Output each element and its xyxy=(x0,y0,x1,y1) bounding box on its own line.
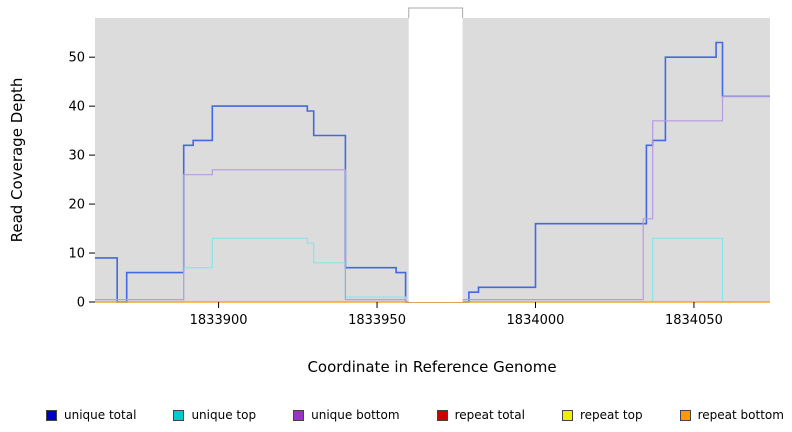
no-data-gap-band xyxy=(408,18,463,302)
plot-axis-layer: 0 10 20 30 40 50 1833900 1833950 1834000 1834050 xyxy=(68,51,722,328)
series-line-unique-total xyxy=(95,41,770,303)
legend-label: unique total xyxy=(64,408,137,422)
y-tick-label: 30 xyxy=(68,149,85,164)
legend-label: repeat total xyxy=(454,408,525,422)
y-tick-label: 50 xyxy=(68,51,85,66)
y-axis-title: Read Coverage Depth xyxy=(8,78,26,243)
legend-item-unique-top: unique top xyxy=(173,408,256,422)
y-tick-label: 10 xyxy=(68,247,85,262)
x-tick-label: 1834050 xyxy=(665,313,723,328)
legend-item-repeat-bottom: repeat bottom xyxy=(679,408,784,422)
legend-item-unique-bottom: unique bottom xyxy=(293,408,400,422)
legend-swatch-icon xyxy=(561,409,573,421)
no-data-gap-notch xyxy=(408,7,464,18)
legend-item-repeat-top: repeat top xyxy=(561,408,643,422)
legend-swatch-icon xyxy=(46,409,57,421)
x-axis-title: Coordinate in Reference Genome xyxy=(307,358,556,376)
legend-label: repeat bottom xyxy=(697,408,784,422)
x-tick-label: 1833950 xyxy=(348,313,406,328)
legend-item-unique-total: unique total xyxy=(46,408,136,422)
legend-swatch-icon xyxy=(679,409,691,421)
legend-label: repeat top xyxy=(579,408,643,422)
x-tick-label: 1833900 xyxy=(190,313,248,328)
x-tick-label: 1834000 xyxy=(507,313,565,328)
y-tick-label: 0 xyxy=(77,296,85,311)
plot-gap-layer xyxy=(408,7,464,302)
legend-swatch-icon xyxy=(293,409,305,421)
legend-item-repeat-total: repeat total xyxy=(436,408,525,422)
legend-label: unique bottom xyxy=(311,408,400,422)
y-tick-label: 20 xyxy=(68,198,85,213)
legend: unique total unique top unique bottom repea… xyxy=(46,408,784,422)
legend-label: unique top xyxy=(191,408,257,422)
legend-swatch-icon xyxy=(173,409,185,421)
y-tick-label: 40 xyxy=(68,100,85,115)
legend-swatch-icon xyxy=(436,409,448,421)
